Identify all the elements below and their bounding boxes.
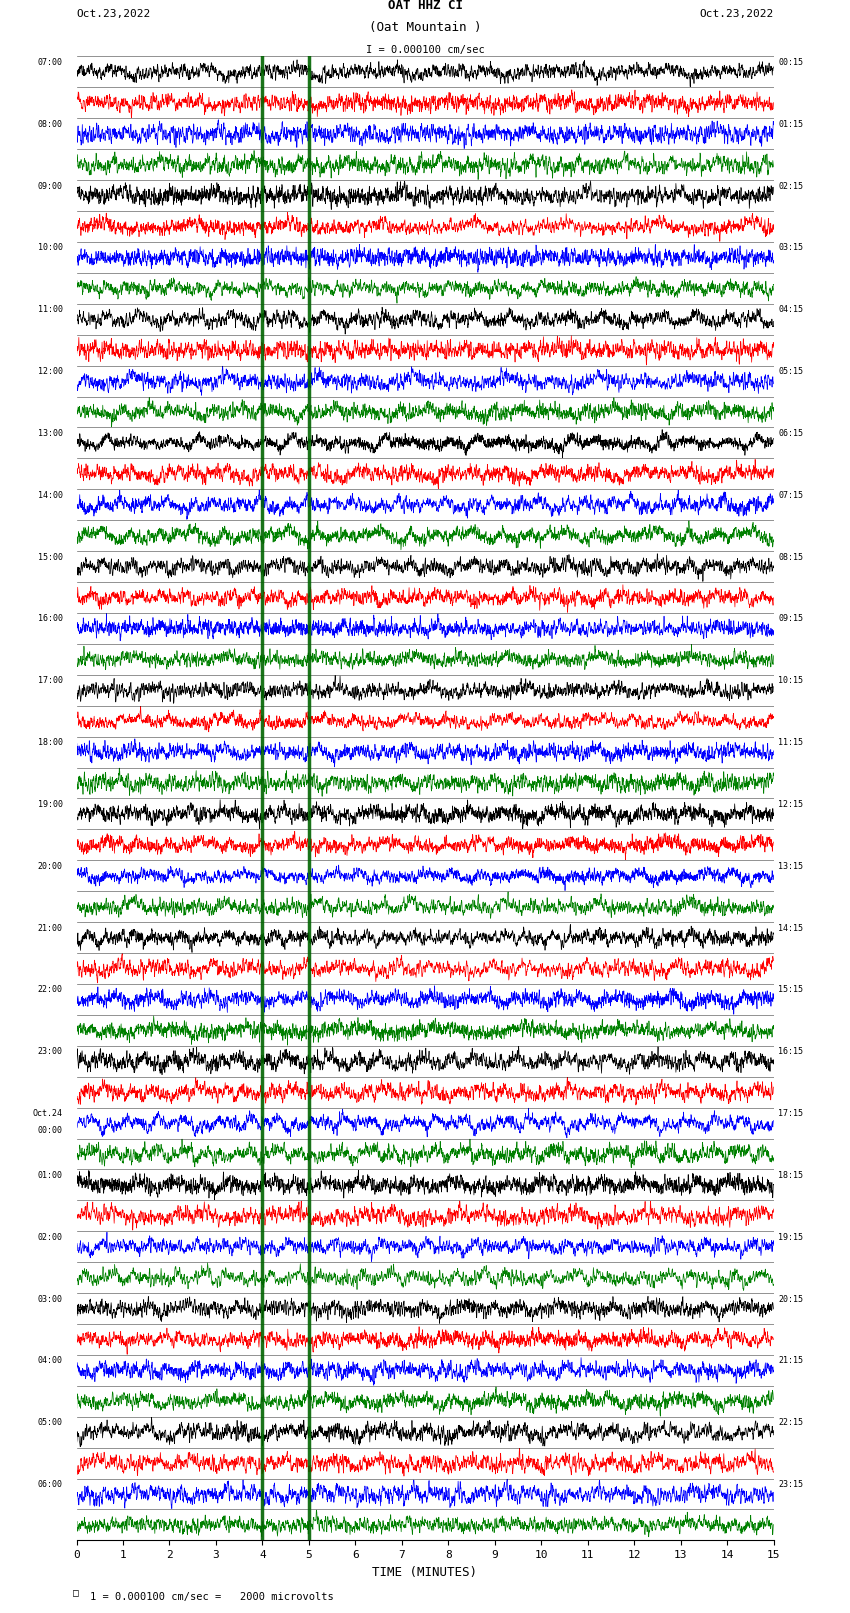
Text: 22:15: 22:15 <box>778 1418 803 1428</box>
Text: I = 0.000100 cm/sec: I = 0.000100 cm/sec <box>366 45 484 55</box>
Text: 06:15: 06:15 <box>778 429 803 439</box>
Text: 18:15: 18:15 <box>778 1171 803 1181</box>
Text: 02:00: 02:00 <box>37 1232 63 1242</box>
Text: 21:15: 21:15 <box>778 1357 803 1366</box>
Text: 13:00: 13:00 <box>37 429 63 439</box>
Text: 11:15: 11:15 <box>778 739 803 747</box>
Text: 10:15: 10:15 <box>778 676 803 686</box>
Text: 04:00: 04:00 <box>37 1357 63 1366</box>
Text: 00:15: 00:15 <box>778 58 803 68</box>
Text: 07:15: 07:15 <box>778 490 803 500</box>
Text: 08:15: 08:15 <box>778 553 803 561</box>
Text: 23:00: 23:00 <box>37 1047 63 1057</box>
Text: 16:15: 16:15 <box>778 1047 803 1057</box>
Text: 03:00: 03:00 <box>37 1295 63 1303</box>
Text: Oct.24: Oct.24 <box>32 1110 63 1118</box>
Text: 07:00: 07:00 <box>37 58 63 68</box>
Text: 14:15: 14:15 <box>778 924 803 932</box>
Text: 14:00: 14:00 <box>37 490 63 500</box>
Text: 19:15: 19:15 <box>778 1232 803 1242</box>
Text: 01:15: 01:15 <box>778 119 803 129</box>
Text: 09:00: 09:00 <box>37 182 63 190</box>
Text: 05:15: 05:15 <box>778 368 803 376</box>
Text: 08:00: 08:00 <box>37 119 63 129</box>
Text: 16:00: 16:00 <box>37 615 63 624</box>
Text: □: □ <box>73 1587 79 1598</box>
Text: 11:00: 11:00 <box>37 305 63 315</box>
Text: 21:00: 21:00 <box>37 924 63 932</box>
Text: 1 = 0.000100 cm/sec =   2000 microvolts: 1 = 0.000100 cm/sec = 2000 microvolts <box>90 1592 334 1602</box>
Text: 17:15: 17:15 <box>778 1110 803 1118</box>
Text: 15:00: 15:00 <box>37 553 63 561</box>
Text: 19:00: 19:00 <box>37 800 63 810</box>
Text: 12:15: 12:15 <box>778 800 803 810</box>
Text: 13:15: 13:15 <box>778 861 803 871</box>
Text: 18:00: 18:00 <box>37 739 63 747</box>
Text: 10:00: 10:00 <box>37 244 63 253</box>
Text: 01:00: 01:00 <box>37 1171 63 1181</box>
Text: 17:00: 17:00 <box>37 676 63 686</box>
Text: 06:00: 06:00 <box>37 1481 63 1489</box>
Text: 09:15: 09:15 <box>778 615 803 624</box>
Text: 22:00: 22:00 <box>37 986 63 995</box>
Text: 04:15: 04:15 <box>778 305 803 315</box>
Text: Oct.23,2022: Oct.23,2022 <box>76 10 150 19</box>
Text: Oct.23,2022: Oct.23,2022 <box>700 10 774 19</box>
Text: 20:15: 20:15 <box>778 1295 803 1303</box>
Text: 05:00: 05:00 <box>37 1418 63 1428</box>
Text: 03:15: 03:15 <box>778 244 803 253</box>
Text: 02:15: 02:15 <box>778 182 803 190</box>
Text: 00:00: 00:00 <box>37 1126 63 1136</box>
Text: OAT HHZ CI: OAT HHZ CI <box>388 0 462 11</box>
Text: (Oat Mountain ): (Oat Mountain ) <box>369 21 481 34</box>
Text: 20:00: 20:00 <box>37 861 63 871</box>
X-axis label: TIME (MINUTES): TIME (MINUTES) <box>372 1566 478 1579</box>
Text: 15:15: 15:15 <box>778 986 803 995</box>
Text: 23:15: 23:15 <box>778 1481 803 1489</box>
Text: 12:00: 12:00 <box>37 368 63 376</box>
